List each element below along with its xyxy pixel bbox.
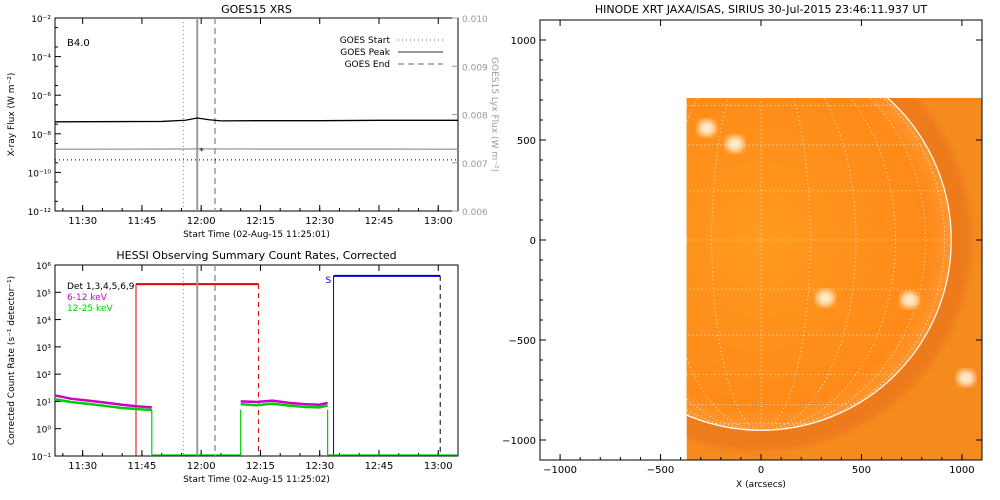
goes-y2-tick-label: 0.008 bbox=[462, 112, 488, 122]
goes-y-tick-label: 10⁻⁸ bbox=[31, 131, 51, 141]
xrt-longitude-line bbox=[711, 98, 762, 431]
goes-y-tick-label: 10⁻⁶ bbox=[31, 92, 51, 102]
hessi-legend-label: Det 1,3,4,5,6,9 bbox=[67, 282, 135, 292]
hessi-y-tick-label: 10⁴ bbox=[36, 317, 51, 327]
xrt-y-tick-label: 500 bbox=[517, 136, 536, 147]
hessi-x-tick-label: 12:00 bbox=[187, 461, 216, 472]
hessi-ylabel: Corrected Count Rate (s⁻¹ detector⁻¹) bbox=[7, 276, 17, 445]
xrt-bright-region bbox=[697, 120, 716, 136]
xrt-longitude-line bbox=[760, 98, 896, 431]
hessi-x-tick-label: 12:45 bbox=[365, 461, 394, 472]
hessi-y-tick-label: 10³ bbox=[36, 344, 51, 354]
goes-marker: * bbox=[199, 147, 204, 157]
xrt-x-tick-label: −1000 bbox=[543, 465, 577, 476]
goes-x-tick-label: 13:00 bbox=[424, 216, 453, 227]
goes-xlabel: Start Time (02-Aug-15 11:25:01) bbox=[183, 230, 330, 240]
goes-y-tick-label: 10⁻¹⁰ bbox=[28, 169, 52, 179]
hessi-xlabel: Start Time (02-Aug-15 11:25:02) bbox=[183, 475, 330, 485]
hessi-series-1-seg-1 bbox=[240, 402, 328, 409]
xrt-title: HINODE XRT JAXA/ISAS, SIRIUS 30-Jul-2015… bbox=[595, 3, 928, 16]
xrt-grid bbox=[686, 98, 952, 431]
xrt-x-tick-label: 500 bbox=[852, 465, 871, 476]
hessi-x-tick-label: 11:45 bbox=[128, 461, 157, 472]
goes-y2-tick-label: 0.010 bbox=[462, 15, 488, 25]
xrt-bright-region bbox=[900, 292, 919, 308]
goes-plot-frame bbox=[54, 17, 459, 212]
goes-x-tick-label: 12:45 bbox=[365, 216, 394, 227]
xrt-y-tick-label: −1000 bbox=[502, 436, 536, 447]
hessi-y-tick-label: 10² bbox=[36, 371, 51, 381]
xrt-x-tick-label: 1000 bbox=[949, 465, 974, 476]
goes-y-tick-label: 10⁻⁴ bbox=[31, 54, 51, 64]
hessi-series-1-seg-0 bbox=[54, 398, 152, 412]
goes-y2-tick-label: 0.009 bbox=[462, 63, 488, 73]
hessi-plot-frame bbox=[54, 264, 459, 457]
hessi-y-tick-label: 10¹ bbox=[36, 398, 51, 408]
goes-series-0 bbox=[54, 117, 458, 123]
hessi-x-tick-label: 11:30 bbox=[68, 461, 97, 472]
xrt-x-tick-label: −500 bbox=[647, 465, 674, 476]
hessi-y-tick-label: 10⁶ bbox=[36, 262, 51, 272]
xrt-bright-region bbox=[725, 136, 744, 152]
hessi-x-tick-label: 12:30 bbox=[305, 461, 334, 472]
goes-title: GOES15 XRS bbox=[221, 3, 292, 16]
xrt-y-tick-label: 1000 bbox=[511, 36, 536, 47]
goes-x-tick-label: 12:00 bbox=[187, 216, 216, 227]
goes-y2label: GOES15 Lyx Flux (W m⁻²) bbox=[489, 57, 499, 172]
hessi-series-0-seg-1 bbox=[240, 399, 328, 406]
xrt-bright-region bbox=[816, 290, 835, 306]
goes-x-tick-label: 12:30 bbox=[305, 216, 334, 227]
hessi-x-tick-label: 12:15 bbox=[246, 461, 275, 472]
goes-ylabel: X-ray Flux (W m⁻²) bbox=[7, 73, 17, 157]
goes-x-tick-label: 12:15 bbox=[246, 216, 275, 227]
goes-y-tick-label: 10⁻¹² bbox=[28, 208, 52, 218]
goes-annotation: B4.0 bbox=[67, 38, 90, 49]
goes-y-tick-label: 10⁻² bbox=[31, 15, 51, 25]
goes-x-tick-label: 11:30 bbox=[68, 216, 97, 227]
xrt-bright-region bbox=[956, 370, 975, 386]
hessi-legend-label: 12-25 keV bbox=[67, 304, 113, 314]
hessi-y-tick-label: 10⁵ bbox=[36, 289, 51, 299]
xrt-image-group bbox=[686, 98, 982, 460]
xrt-longitude-line bbox=[760, 98, 811, 431]
hessi-y-tick-label: 10⁻¹ bbox=[31, 453, 51, 463]
goes-legend-label: GOES Peak bbox=[340, 48, 390, 58]
xrt-solar-disk bbox=[686, 98, 952, 431]
xrt-x-tick-label: 0 bbox=[758, 465, 764, 476]
hessi-saa-label: S bbox=[326, 276, 332, 286]
hessi-legend-label: 6-12 keV bbox=[67, 293, 108, 303]
xrt-y-tick-label: −500 bbox=[509, 336, 536, 347]
hessi-x-tick-label: 13:00 bbox=[424, 461, 453, 472]
goes-y2-tick-label: 0.006 bbox=[462, 208, 488, 218]
hessi-series-0-seg-0 bbox=[54, 394, 152, 409]
hessi-title: HESSI Observing Summary Count Rates, Cor… bbox=[116, 249, 396, 262]
xrt-limb bbox=[686, 98, 952, 431]
xrt-y-tick-label: 0 bbox=[530, 236, 536, 247]
goes-legend-label: GOES End bbox=[345, 60, 390, 70]
goes-legend-label: GOES Start bbox=[340, 36, 391, 46]
goes-x-tick-label: 11:45 bbox=[128, 216, 157, 227]
xrt-xlabel: X (arcsecs) bbox=[736, 480, 786, 490]
goes-y2-tick-label: 0.007 bbox=[462, 160, 488, 170]
hessi-y-tick-label: 10⁰ bbox=[36, 426, 51, 436]
